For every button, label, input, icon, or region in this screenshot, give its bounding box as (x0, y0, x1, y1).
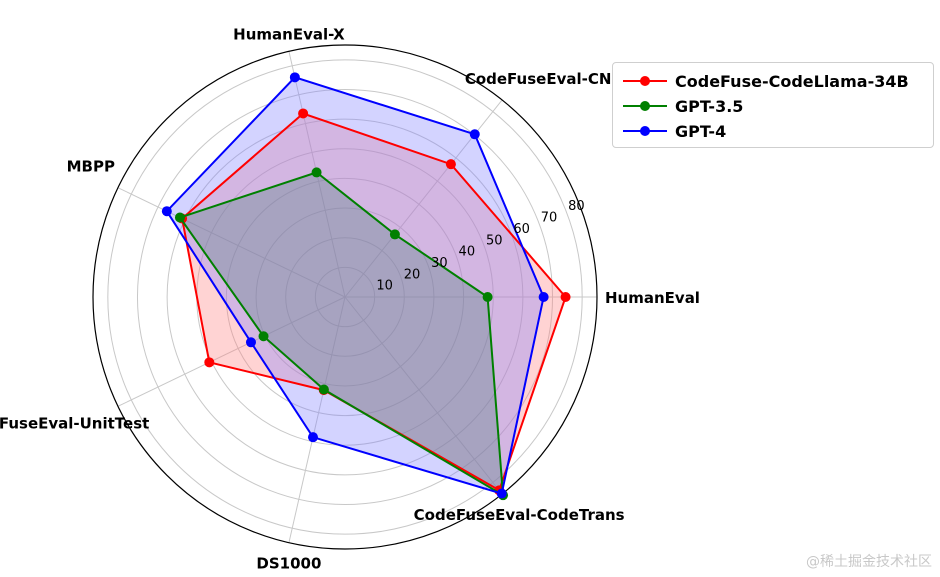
series-fill-0 (182, 113, 566, 491)
series-point-1-2 (311, 167, 322, 178)
radar-labels: 10 20 30 40 50 60 70 80 HumanEval CodeFuseEval-CN… (0, 25, 700, 572)
series-point-1-3 (174, 212, 185, 223)
series-point-2-2 (289, 72, 300, 83)
series-point-2-1 (469, 129, 480, 140)
watermark: @稀土掘金技术社区 (806, 554, 932, 570)
grid-spoke-4 (117, 296, 346, 407)
grid-spoke-3 (117, 187, 346, 298)
radar-series-layer (161, 72, 571, 501)
r-tick-label-30: 30 (431, 256, 448, 271)
axis-label-1: CodeFuseEval-CN (465, 70, 612, 88)
series-point-1-4 (258, 331, 269, 342)
series-point-2-6 (496, 488, 507, 499)
series-point-1-1 (389, 229, 400, 240)
series-point-0-4 (204, 357, 215, 368)
series-point-0-0 (560, 292, 571, 302)
axis-label-3: MBPP (67, 158, 115, 176)
series-point-0-1 (445, 159, 456, 170)
legend-item-gpt4: GPT-4 (623, 119, 726, 143)
axis-label-4: CodeFuseEval-UnitTest (0, 414, 149, 432)
r-tick-label-20: 20 (404, 267, 421, 282)
polar-frame (92, 44, 598, 550)
legend-marker-codefuse (623, 69, 667, 93)
r-tick-label-10: 10 (376, 279, 393, 294)
axis-label-5: DS1000 (256, 555, 321, 573)
grid-spoke-6 (344, 296, 503, 495)
legend-marker-gpt35 (623, 94, 667, 118)
series-point-2-5 (308, 432, 319, 443)
grid-spoke-5 (288, 296, 346, 543)
legend: CodeFuse-CodeLlama-34B GPT-3.5 GPT-4 (612, 62, 934, 148)
r-tick-label-80: 80 (568, 199, 585, 214)
series-point-2-0 (538, 292, 549, 302)
r-tick-label-40: 40 (459, 245, 476, 260)
series-point-2-4 (245, 337, 256, 348)
r-tick-label-60: 60 (513, 222, 530, 237)
series-line-0 (181, 112, 567, 492)
series-point-0-2 (298, 108, 309, 119)
legend-item-gpt35: GPT-3.5 (623, 94, 743, 118)
r-tick-label-50: 50 (486, 233, 503, 248)
series-point-2-3 (161, 206, 172, 217)
legend-marker-gpt4 (623, 119, 667, 143)
series-point-1-5 (318, 384, 329, 395)
axis-label-6: CodeFuseEval-CodeTrans (414, 506, 625, 524)
axis-label-0: HumanEval (605, 289, 700, 307)
series-line-2 (165, 76, 545, 495)
legend-label-gpt35: GPT-3.5 (675, 96, 744, 116)
axis-label-2: HumanEval-X (233, 25, 345, 43)
series-point-1-0 (482, 292, 493, 302)
legend-item-codefuse: CodeFuse-CodeLlama-34B (623, 69, 909, 93)
legend-label-codefuse: CodeFuse-CodeLlama-34B (675, 71, 909, 91)
legend-label-gpt4: GPT-4 (675, 121, 727, 141)
series-line-1 (178, 171, 505, 498)
series-fill-2 (166, 77, 544, 494)
r-tick-label-70: 70 (541, 211, 558, 226)
